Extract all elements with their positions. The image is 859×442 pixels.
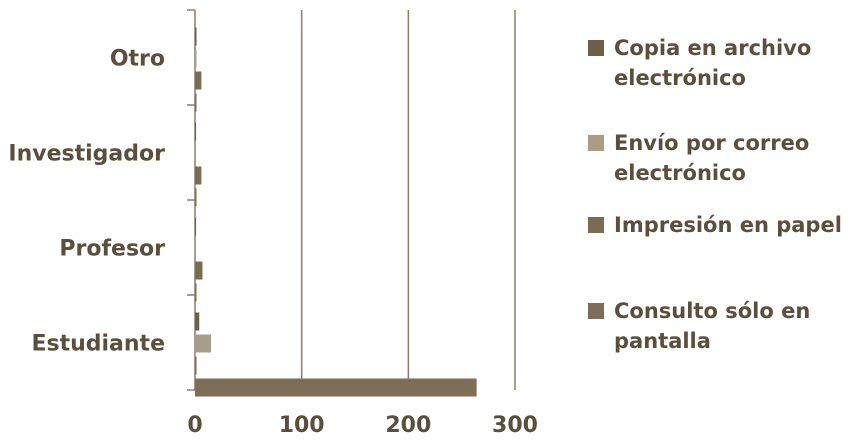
- bar: [195, 334, 211, 353]
- legend-label: electrónico: [614, 66, 746, 90]
- legend-label: Consulto sólo en: [614, 299, 810, 323]
- bar: [195, 356, 197, 375]
- category-label: Investigador: [8, 142, 165, 167]
- x-tick-label: 300: [492, 413, 538, 438]
- category-label: Profesor: [59, 237, 165, 262]
- legend-label: Impresión en papel: [614, 213, 842, 237]
- legend-label: Copia en archivo: [614, 36, 811, 60]
- bar: [195, 239, 197, 258]
- bar: [195, 188, 197, 207]
- category-label: Otro: [110, 47, 165, 72]
- bar: [195, 261, 203, 280]
- bar: [195, 144, 197, 163]
- bar: [195, 312, 200, 331]
- bar: [195, 217, 197, 236]
- bar: [195, 71, 202, 90]
- legend-swatch: [588, 40, 604, 56]
- bar: [195, 93, 197, 112]
- bar: [195, 378, 477, 397]
- legend-swatch: [588, 303, 604, 319]
- legend-label: Envío por correo: [614, 131, 809, 155]
- legend-swatch: [588, 217, 604, 233]
- legend-label: pantalla: [614, 329, 711, 353]
- bar: [195, 166, 202, 185]
- category-label: Estudiante: [31, 332, 165, 357]
- x-tick-label: 100: [279, 413, 325, 438]
- bar: [195, 49, 197, 68]
- x-tick-label: 200: [385, 413, 431, 438]
- legend-swatch: [588, 135, 604, 151]
- bar: [195, 122, 197, 141]
- bar: [195, 283, 197, 302]
- legend-label: electrónico: [614, 161, 746, 185]
- bar: [195, 27, 197, 46]
- x-tick-label: 0: [187, 413, 202, 438]
